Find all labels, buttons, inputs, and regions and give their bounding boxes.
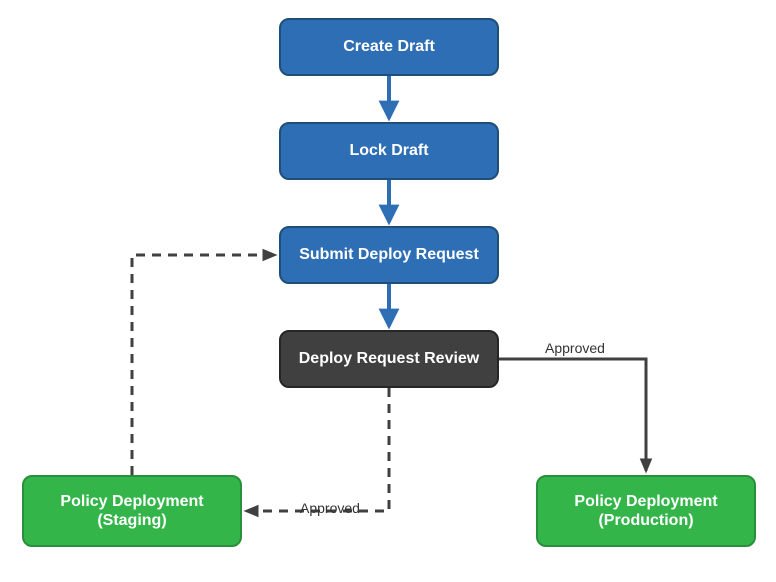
- node-staging: Policy Deployment (Staging): [22, 475, 242, 547]
- edge-label-approved-staging: Approved: [300, 500, 360, 516]
- node-label: Deploy Request Review: [299, 349, 480, 368]
- node-label: Policy Deployment (Staging): [60, 492, 203, 530]
- node-review: Deploy Request Review: [279, 330, 499, 388]
- flowchart-canvas: Create Draft Lock Draft Submit Deploy Re…: [0, 0, 776, 582]
- node-production: Policy Deployment (Production): [536, 475, 756, 547]
- node-create-draft: Create Draft: [279, 18, 499, 76]
- edge-e6: [132, 255, 275, 475]
- node-submit-request: Submit Deploy Request: [279, 226, 499, 284]
- node-label: Lock Draft: [349, 141, 428, 160]
- node-label: Create Draft: [343, 37, 435, 56]
- node-label: Policy Deployment (Production): [574, 492, 717, 530]
- edge-e5: [246, 388, 389, 511]
- node-lock-draft: Lock Draft: [279, 122, 499, 180]
- node-label: Submit Deploy Request: [299, 245, 479, 264]
- edge-label-approved-production: Approved: [545, 340, 605, 356]
- edge-e4: [499, 359, 646, 471]
